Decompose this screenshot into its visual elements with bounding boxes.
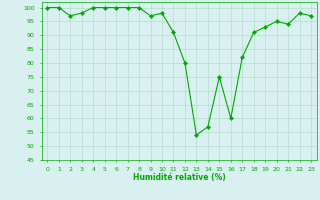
X-axis label: Humidité relative (%): Humidité relative (%): [133, 173, 226, 182]
